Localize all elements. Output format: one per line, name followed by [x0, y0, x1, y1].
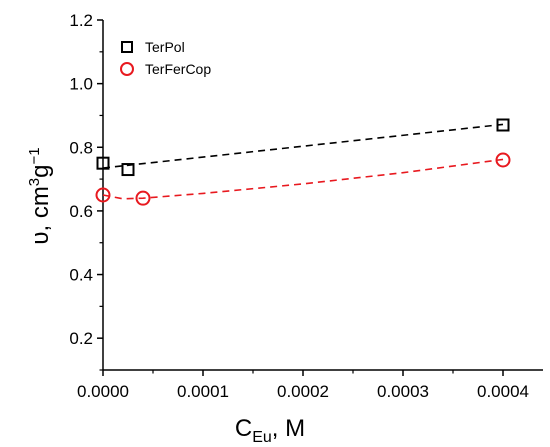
data-point-terpol	[96, 156, 110, 170]
y-tick-label: 0.8	[69, 138, 93, 157]
legend-marker-terfercop	[120, 62, 134, 76]
legend: TerPol TerFerCop	[120, 39, 211, 77]
y-axis-title-sup1: 3	[26, 178, 43, 186]
legend-label-terfercop: TerFerCop	[145, 61, 211, 77]
x-tick-label: 0.0001	[177, 382, 229, 401]
x-tick-label: 0.0004	[477, 382, 529, 401]
y-tick-label: 0.6	[69, 202, 93, 221]
y-axis-title-main: υ, cm	[27, 186, 54, 244]
y-tick-label: 0.4	[69, 266, 93, 285]
y-axis-title-mid: g	[27, 164, 54, 177]
data-points	[95, 118, 511, 206]
legend-label-terpol: TerPol	[145, 39, 185, 55]
y-tick-label: 0.2	[69, 329, 93, 348]
x-tick-label: 0.0003	[377, 382, 429, 401]
legend-marker-terpol	[121, 41, 133, 53]
ticks: 0.0000 0.0001 0.0002 0.0003 0.0004 0.2 0.4 0.6 0…	[69, 11, 529, 401]
data-point-terfercop	[95, 187, 111, 203]
y-tick-label: 1.0	[69, 75, 93, 94]
x-axis-title-sub: Eu	[252, 429, 272, 446]
data-point-terpol	[496, 118, 510, 132]
fit-line-terpol	[102, 123, 504, 169]
fit-lines	[102, 123, 504, 200]
data-point-terpol	[121, 163, 135, 177]
data-point-terfercop	[135, 190, 151, 206]
y-axis-title: υ, cm3g−1	[26, 147, 54, 244]
y-tick-label: 1.2	[69, 11, 93, 30]
x-tick-label: 0.0000	[77, 382, 129, 401]
x-axis-title: CEu, M	[235, 415, 305, 446]
x-tick-label: 0.0002	[277, 382, 329, 401]
data-point-terfercop	[495, 152, 511, 168]
x-axis-title-suffix: , M	[272, 415, 305, 442]
x-axis-title-main: C	[235, 415, 252, 442]
fit-line-terfercop	[102, 158, 504, 200]
y-axis-title-sup2: −1	[26, 147, 43, 164]
